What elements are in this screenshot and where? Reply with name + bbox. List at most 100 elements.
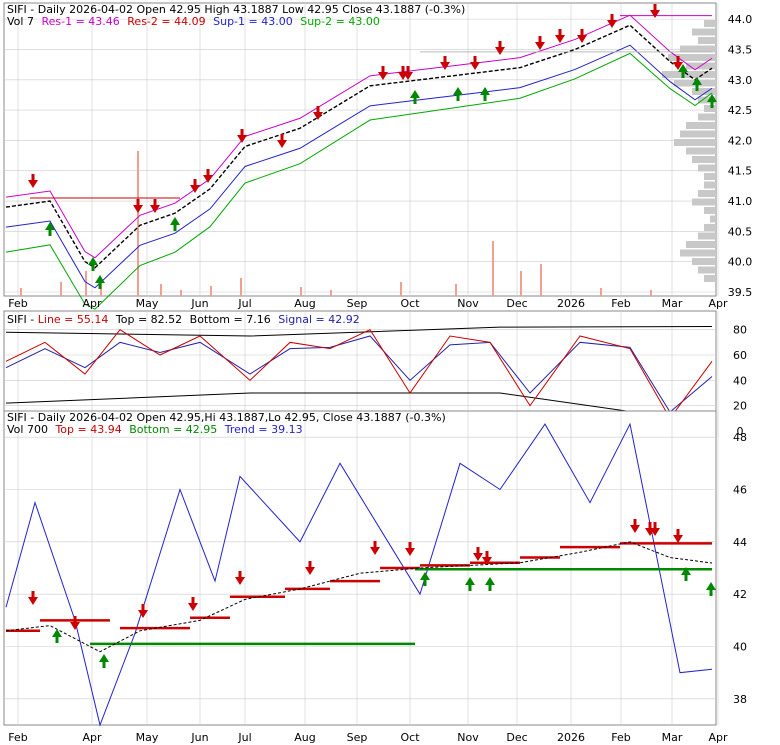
rsi-y-tick-label: 60 [733, 349, 747, 362]
buy-arrow-stem [488, 585, 492, 591]
sell-arrow-stem [473, 56, 477, 62]
trend-y-tick-label: 38 [733, 693, 747, 706]
volume-profile-bar [698, 266, 716, 274]
rsi-line [5, 329, 713, 420]
sell-arrow-stem [240, 129, 244, 135]
sell-arrow-stem [238, 571, 242, 577]
trend-y-tick-label: 48 [733, 431, 747, 444]
buy-arrow-icon [410, 90, 420, 98]
sell-arrow-icon [378, 72, 388, 80]
volume-profile-bar [704, 20, 716, 27]
buy-arrow-stem [55, 637, 59, 643]
trend-vol: Vol 700 [7, 423, 48, 436]
sell-arrow-icon [440, 62, 450, 70]
y-tick-label: 42.0 [728, 134, 753, 147]
sell-arrow-icon [313, 112, 323, 120]
volume-profile-bar [668, 54, 716, 61]
sell-arrow-icon [555, 35, 565, 43]
sell-arrow-stem [580, 29, 584, 35]
buy-arrow-icon [453, 87, 463, 95]
rsi-legend: SIFI - Line = 55.14 Top = 82.52 Bottom =… [7, 313, 360, 326]
trend-x-tick-label: Feb [611, 731, 630, 744]
trend-x-tick-label: 2026 [557, 731, 585, 744]
x-tick-label: Feb [8, 297, 27, 310]
trend-bottom-value: Bottom = 42.95 [129, 423, 217, 436]
sell-arrow-icon [28, 597, 38, 605]
x-tick-label: Jul [237, 297, 251, 310]
volume-profile-bar [704, 224, 716, 231]
trend-panel: SIFI - Daily 2026-04-02 Open 42.95,Hi 43… [3, 410, 747, 744]
x-tick-label: Dec [506, 297, 527, 310]
sell-arrow-stem [633, 519, 637, 525]
sell-arrow-icon [470, 62, 480, 70]
buy-arrow-icon [480, 87, 490, 95]
volume-profile-bar [698, 190, 716, 197]
sell-arrow-stem [206, 169, 210, 175]
buy-arrow-stem [423, 580, 427, 586]
x-tick-label: Apr [708, 297, 728, 310]
buy-arrow-stem [173, 225, 177, 231]
sell-arrow-icon [650, 528, 660, 536]
y-tick-label: 42.5 [728, 104, 753, 117]
sell-arrow-stem [401, 66, 405, 72]
sell-arrow-stem [648, 522, 652, 528]
sell-arrow-stem [653, 4, 657, 10]
trend-trend-value: Trend = 39.13 [224, 423, 303, 436]
x-tick-label: Sep [347, 297, 368, 310]
price-panel: SIFI - Daily 2026-04-02 Open 42.95 High … [3, 2, 753, 310]
buy-arrow-icon [465, 577, 475, 585]
x-tick-label: Apr [82, 297, 102, 310]
trend-x-tick-label: Sep [347, 731, 368, 744]
x-tick-label: Oct [400, 297, 420, 310]
trend-x-tick-label: Jun [190, 731, 208, 744]
y-tick-label: 41.5 [728, 165, 753, 178]
rsi-y-tick-label: 20 [733, 400, 747, 413]
buy-arrow-stem [695, 85, 699, 91]
x-tick-label: 2026 [557, 297, 585, 310]
volume-bar [60, 282, 62, 296]
buy-arrow-icon [52, 629, 62, 637]
x-tick-label: Mar [662, 297, 683, 310]
sell-arrow-icon [28, 180, 38, 188]
trend-x-tick-label: Mar [662, 731, 683, 744]
lower-band-line [5, 44, 713, 289]
volume-profile-bar [698, 232, 716, 240]
rsi-prefix: SIFI - [7, 313, 38, 326]
volume-bar [160, 284, 162, 296]
volume-profile-bar [704, 275, 716, 282]
volume-profile-bar [692, 28, 716, 36]
volume-bar [650, 290, 652, 296]
buy-arrow-stem [98, 283, 102, 289]
sell-arrow-icon [495, 47, 505, 55]
buy-arrow-stem [48, 230, 52, 236]
legend-res2: Res-2 = 44.09 [127, 15, 205, 28]
buy-arrow-stem [468, 585, 472, 591]
volume-bar [520, 271, 522, 296]
buy-arrow-stem [710, 102, 714, 108]
buy-arrow-icon [95, 275, 105, 283]
price-panel-title: SIFI - Daily 2026-04-02 Open 42.95 High … [7, 3, 465, 16]
buy-arrow-icon [88, 257, 98, 265]
buy-arrow-icon [706, 582, 716, 590]
sell-arrow-icon [482, 557, 492, 565]
buy-arrow-icon [420, 572, 430, 580]
buy-arrow-stem [91, 265, 95, 271]
legend-vol: Vol 7 [7, 15, 34, 28]
volume-profile-bar [710, 215, 716, 223]
sell-arrow-stem [408, 542, 412, 548]
volume-profile-bar [662, 71, 716, 78]
trend-x-tick-label: Aug [294, 731, 315, 744]
buy-arrow-icon [170, 217, 180, 225]
volume-bar [210, 286, 212, 296]
rsi-y-tick-label: 0 [737, 425, 744, 438]
volume-profile-bar [704, 181, 716, 189]
x-tick-label: May [136, 297, 159, 310]
y-tick-label: 40.5 [728, 225, 753, 238]
trend-x-tick-label: May [136, 731, 159, 744]
trend-price-line [5, 541, 713, 653]
trend-panel-title: SIFI - Daily 2026-04-02 Open 42.95,Hi 43… [7, 411, 446, 424]
volume-profile-bar [692, 198, 716, 206]
trend-x-tick-label: Nov [457, 731, 479, 744]
volume-profile-bar [704, 173, 716, 180]
sell-arrow-icon [673, 62, 683, 70]
